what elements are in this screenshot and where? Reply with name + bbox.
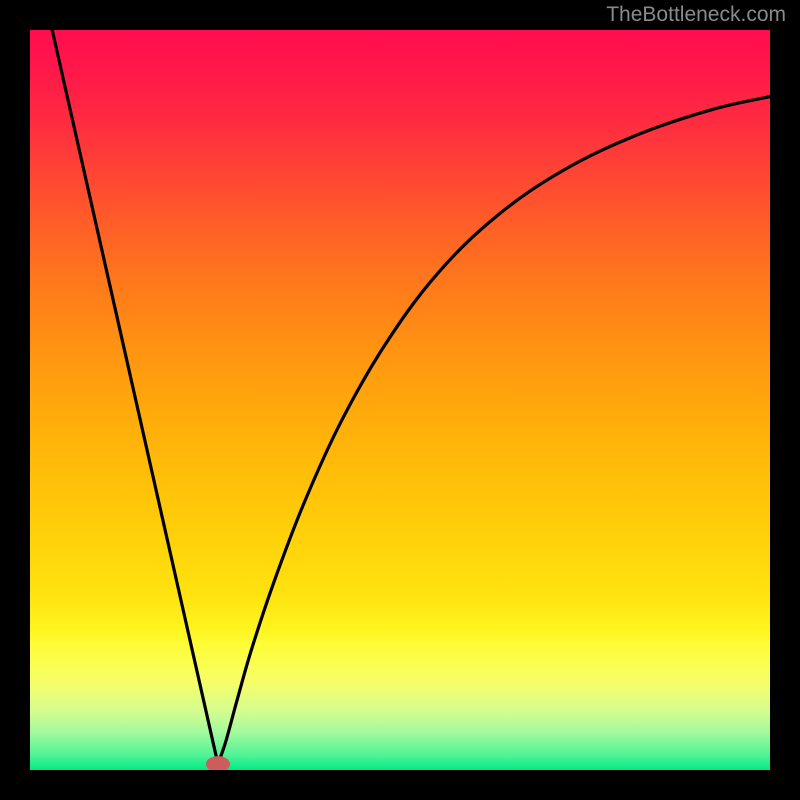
watermark-text: TheBottleneck.com — [606, 3, 786, 27]
gradient-background — [30, 30, 770, 770]
chart-container: TheBottleneck.com — [0, 0, 800, 800]
bottleneck-chart — [0, 0, 800, 800]
chart-svg — [0, 0, 800, 800]
minimum-marker — [206, 756, 230, 772]
